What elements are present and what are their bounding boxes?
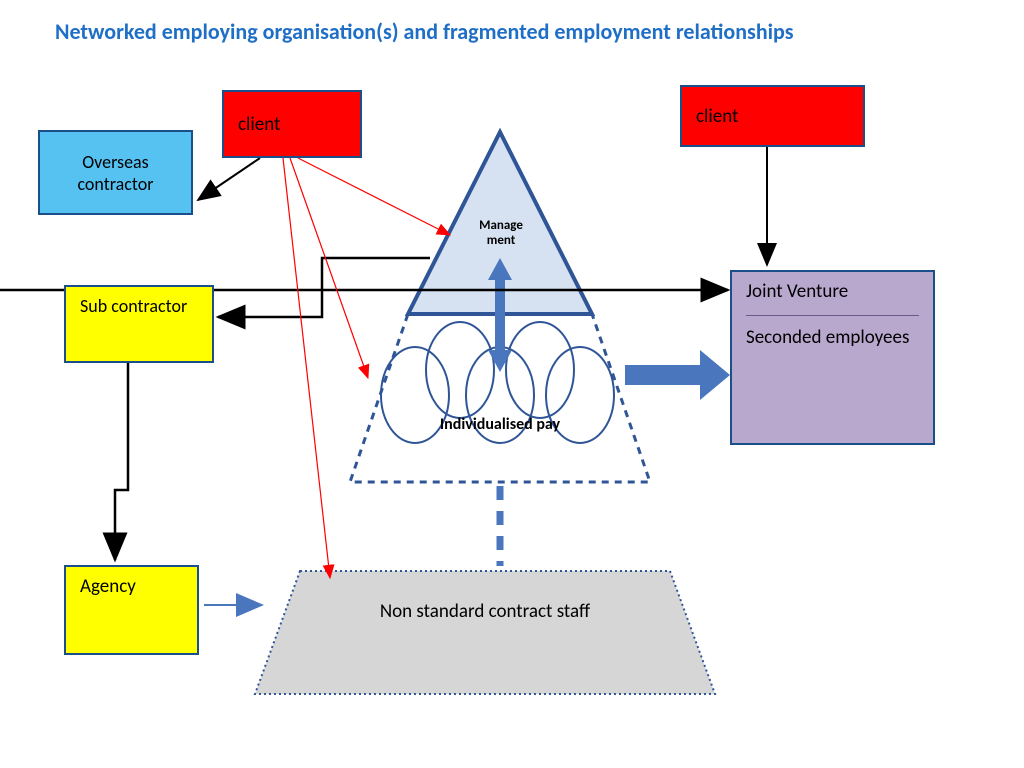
- to-jv-thick-arrow: [625, 350, 730, 400]
- overseas-contractor-label: Overseas contractor: [54, 151, 177, 195]
- agency-box: Agency: [64, 565, 199, 655]
- nonstandard-trapezoid: [255, 571, 715, 694]
- agency-label: Agency: [80, 575, 136, 598]
- nonstandard-label: Non standard contract staff: [330, 600, 640, 623]
- client1-to-nonstd-red-arrow: [283, 158, 330, 578]
- client1-to-overseas-arrow: [198, 158, 260, 200]
- individualised-pay-label: Individualised pay: [420, 415, 580, 434]
- jv-bottom-label: Seconded employees: [746, 326, 919, 349]
- overseas-contractor-box: Overseas contractor: [38, 130, 193, 215]
- management-label: Manage ment: [466, 218, 536, 248]
- subcon-to-agency-arrow: [115, 363, 128, 560]
- mgmt-to-subcon-arrow: [218, 258, 430, 317]
- diagram-title: Networked employing organisation(s) and …: [55, 18, 794, 45]
- client-right-label: client: [696, 105, 738, 128]
- client-box-left: client: [222, 90, 362, 158]
- subcontractor-label: Sub contractor: [80, 295, 187, 317]
- client1-to-indpay-red-arrow: [290, 158, 368, 378]
- joint-venture-box: Joint Venture Seconded employees: [730, 270, 935, 445]
- client1-to-mgmt-red-arrow: [298, 158, 450, 235]
- jv-top-label: Joint Venture: [746, 280, 919, 309]
- client-left-label: client: [238, 113, 280, 136]
- subcontractor-box: Sub contractor: [64, 285, 214, 363]
- client-box-right: client: [680, 85, 865, 147]
